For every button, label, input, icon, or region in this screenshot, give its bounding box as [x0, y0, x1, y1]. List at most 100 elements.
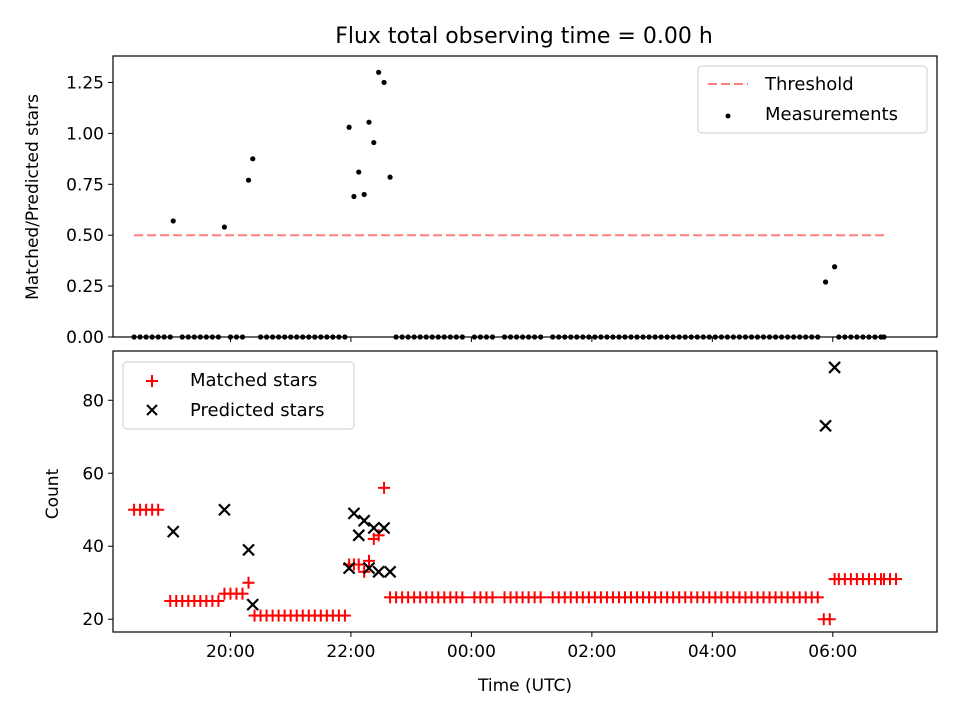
legend-measurements-swatch [725, 113, 731, 119]
legend-measurements-label: Measurements [765, 104, 898, 125]
matched-star-point [486, 591, 499, 604]
predicted-star-point [819, 419, 832, 433]
matched-star-point [152, 503, 165, 516]
matched-star-point [212, 594, 225, 607]
top-axes-frame [112, 55, 938, 338]
matched-star-point [823, 613, 836, 626]
y-tick-label: 1.00 [66, 124, 104, 144]
top-panel: 0.00 0.25 0.50 0.75 1.00 1.25 Matched/Predict… [23, 55, 938, 348]
top-legend: Threshold Measurements [697, 65, 928, 134]
bottom-legend-box [122, 361, 355, 430]
top-plot-area [131, 69, 887, 340]
matched-star-point [242, 576, 255, 589]
x-tick-label: 02:00 [567, 642, 616, 662]
measurement-point [822, 279, 829, 285]
predicted-marker-b [367, 521, 381, 535]
y-tick-label: 0.25 [66, 277, 104, 297]
bottom-x-axis-label: Time (UTC) [477, 676, 572, 696]
bottom-y-axis-label: Count [43, 468, 63, 519]
x-tick-label: 06:00 [808, 642, 857, 662]
predicted-star-point [357, 514, 371, 527]
predicted-star-point [377, 521, 391, 535]
top-legend-box [697, 65, 928, 134]
top-y-ticks: 0.00 0.25 0.50 0.75 1.00 1.25 [66, 73, 113, 348]
bottom-axes-frame [112, 350, 938, 633]
y-tick-label: 0.75 [66, 175, 104, 195]
x-tick-label: 20:00 [206, 642, 255, 662]
x-tick-label: 00:00 [447, 642, 496, 662]
top-y-axis-label: Matched/Predicted stars [23, 94, 43, 300]
y-tick-label: 0.00 [66, 328, 104, 348]
predicted-marker-b [242, 543, 255, 557]
y-tick-label: 1.25 [66, 73, 104, 93]
bottom-legend: Matched stars Predicted stars [122, 361, 355, 430]
predicted-marker-b [352, 529, 366, 542]
matched-star-point [338, 609, 351, 622]
legend-predicted-swatch [146, 404, 158, 416]
measurement-point [346, 124, 352, 130]
top-x-ticks [229, 337, 834, 342]
y-tick-label: 60 [82, 464, 104, 484]
measurement-point [361, 191, 367, 198]
predicted-marker-b [828, 361, 841, 374]
matched-star-point [811, 591, 824, 604]
matched-star-point [378, 481, 391, 494]
predicted-star-point [362, 561, 376, 575]
predicted-marker-b [372, 565, 385, 579]
predicted-star-point [218, 503, 231, 517]
measurement-point [366, 119, 372, 125]
bottom-y-ticks: 20 40 60 80 [82, 391, 113, 630]
measurement-point [351, 193, 357, 200]
x-tick-label: 04:00 [688, 642, 737, 662]
predicted-star-point [347, 507, 361, 520]
measurement-point [356, 169, 362, 175]
predicted-marker-b [166, 525, 180, 538]
matched-star-point [352, 558, 365, 571]
predicted-marker-b [377, 521, 391, 535]
predicted-marker-b [357, 514, 371, 527]
measurement-point [245, 177, 252, 183]
x-tick-label: 22:00 [326, 642, 375, 662]
predicted-star-point [166, 525, 180, 538]
measurement-point [250, 156, 256, 162]
predicted-star-point [352, 529, 366, 542]
figure-title: Flux total observing time = 0.00 h [335, 24, 713, 49]
matched-star-point [890, 573, 903, 586]
predicted-star-point [383, 565, 397, 579]
legend-predicted-label: Predicted stars [190, 400, 324, 421]
y-tick-label: 80 [82, 391, 104, 411]
predicted-marker-b [347, 507, 361, 520]
predicted-star-point [367, 521, 381, 535]
legend-matched-label: Matched stars [190, 370, 317, 391]
predicted-marker-b [246, 598, 260, 611]
predicted-star-point [246, 598, 260, 611]
matched-star-point [362, 554, 375, 567]
legend-matched-swatch [146, 375, 158, 387]
predicted-star-point [242, 543, 255, 557]
matched-star-point [456, 591, 469, 604]
measurement-point [371, 139, 377, 146]
bottom-x-ticks: 20:00 22:00 00:00 02:00 04:00 06:00 [206, 632, 857, 662]
measurement-point [381, 79, 387, 86]
predicted-star-point [372, 565, 385, 579]
measurement-point [376, 69, 382, 75]
y-tick-label: 40 [82, 537, 104, 557]
legend-threshold-label: Threshold [764, 74, 854, 95]
measurement-point [832, 264, 838, 270]
predicted-marker-b [819, 419, 832, 433]
y-tick-label: 20 [82, 610, 104, 630]
matched-star-point [236, 587, 249, 600]
predicted-marker-b [218, 503, 231, 517]
measurement-point [170, 218, 176, 224]
matched-star-point [534, 591, 547, 604]
measurement-point [387, 174, 393, 180]
bottom-plot-area [128, 361, 903, 626]
predicted-marker-b [362, 561, 376, 575]
predicted-star-point [342, 561, 356, 575]
measurement-point [221, 224, 228, 230]
predicted-marker-b [342, 561, 356, 575]
predicted-star-point [828, 361, 841, 374]
predicted-marker-b [383, 565, 397, 579]
